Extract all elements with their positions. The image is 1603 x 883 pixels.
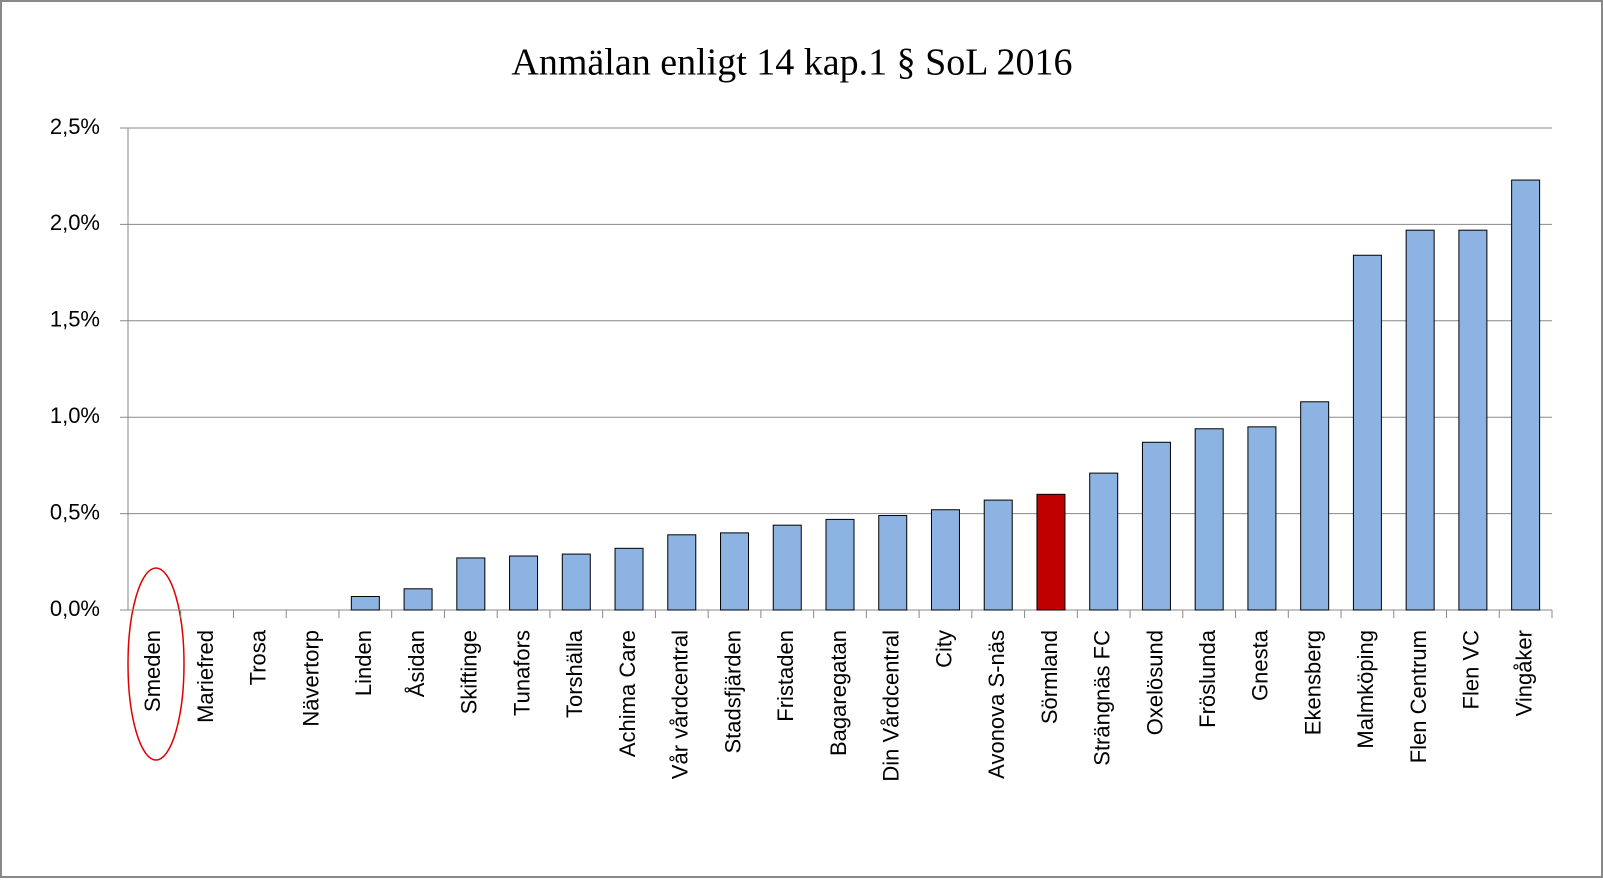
- bar: [1036, 493, 1066, 611]
- bar: [1458, 229, 1488, 611]
- y-tick-label: 1,5%: [50, 307, 100, 332]
- bar: [561, 553, 591, 611]
- x-tick-label: City: [931, 630, 956, 668]
- x-tick-label: Avonova S-näs: [984, 630, 1009, 779]
- y-tick-label: 2,5%: [50, 114, 100, 139]
- x-tick-label: Linden: [351, 630, 376, 696]
- highlight-ellipse: [127, 567, 185, 761]
- y-tick-label: 2,0%: [50, 210, 100, 235]
- x-tick-label: Flen Centrum: [1406, 630, 1431, 763]
- x-tick-label: Åsidan: [404, 630, 429, 697]
- bar: [456, 557, 486, 611]
- bar: [720, 532, 750, 611]
- x-tick-label: Achima Care: [615, 630, 640, 757]
- x-tick-label: Fristaden: [773, 630, 798, 722]
- bar: [614, 547, 644, 611]
- bar: [403, 588, 433, 611]
- bar: [350, 596, 380, 611]
- bar: [667, 534, 697, 611]
- x-tick-label: Nävertorp: [298, 630, 323, 727]
- bar: [772, 524, 802, 611]
- y-tick-label: 1,0%: [50, 403, 100, 428]
- bar: [1352, 254, 1382, 611]
- y-tick-label: 0,5%: [50, 499, 100, 524]
- bar: [1194, 428, 1224, 611]
- x-tick-label: Vår vårdcentral: [668, 630, 693, 779]
- bar: [983, 499, 1013, 611]
- bar: [825, 518, 855, 611]
- x-tick-label: Bagaregatan: [826, 630, 851, 756]
- y-tick-label: 0,0%: [50, 596, 100, 621]
- x-tick-label: Torshälla: [562, 629, 587, 718]
- bar: [878, 515, 908, 611]
- bar: [1405, 229, 1435, 611]
- bar: [1247, 426, 1277, 611]
- bar: [509, 555, 539, 611]
- x-tick-label: Fröslunda: [1195, 629, 1220, 728]
- x-tick-label: Sörmland: [1037, 630, 1062, 724]
- bar: [1300, 401, 1330, 611]
- x-tick-label: Trosa: [246, 629, 271, 685]
- x-tick-label: Flen VC: [1459, 630, 1484, 710]
- x-tick-label: Ekensberg: [1300, 630, 1325, 735]
- x-tick-label: Mariefred: [193, 630, 218, 723]
- x-tick-label: Malmköping: [1353, 630, 1378, 749]
- bar: [1511, 179, 1541, 611]
- x-tick-label: Din Vårdcentral: [879, 630, 904, 782]
- chart-title: Anmälan enligt 14 kap.1 § SoL 2016: [511, 42, 1072, 84]
- bar: [1089, 472, 1119, 611]
- bar: [930, 509, 960, 611]
- x-tick-label: Tunafors: [509, 630, 534, 716]
- x-tick-label: Strängnäs FC: [1090, 630, 1115, 766]
- x-tick-label: Smeden: [140, 630, 165, 712]
- x-tick-label: Stadsfjärden: [720, 630, 745, 754]
- x-tick-label: Vingåker: [1511, 630, 1536, 716]
- x-tick-label: Oxelösund: [1142, 630, 1167, 735]
- bar: [1141, 441, 1171, 611]
- x-tick-label: Skiftinge: [457, 630, 482, 714]
- x-tick-label: Gnesta: [1248, 629, 1273, 701]
